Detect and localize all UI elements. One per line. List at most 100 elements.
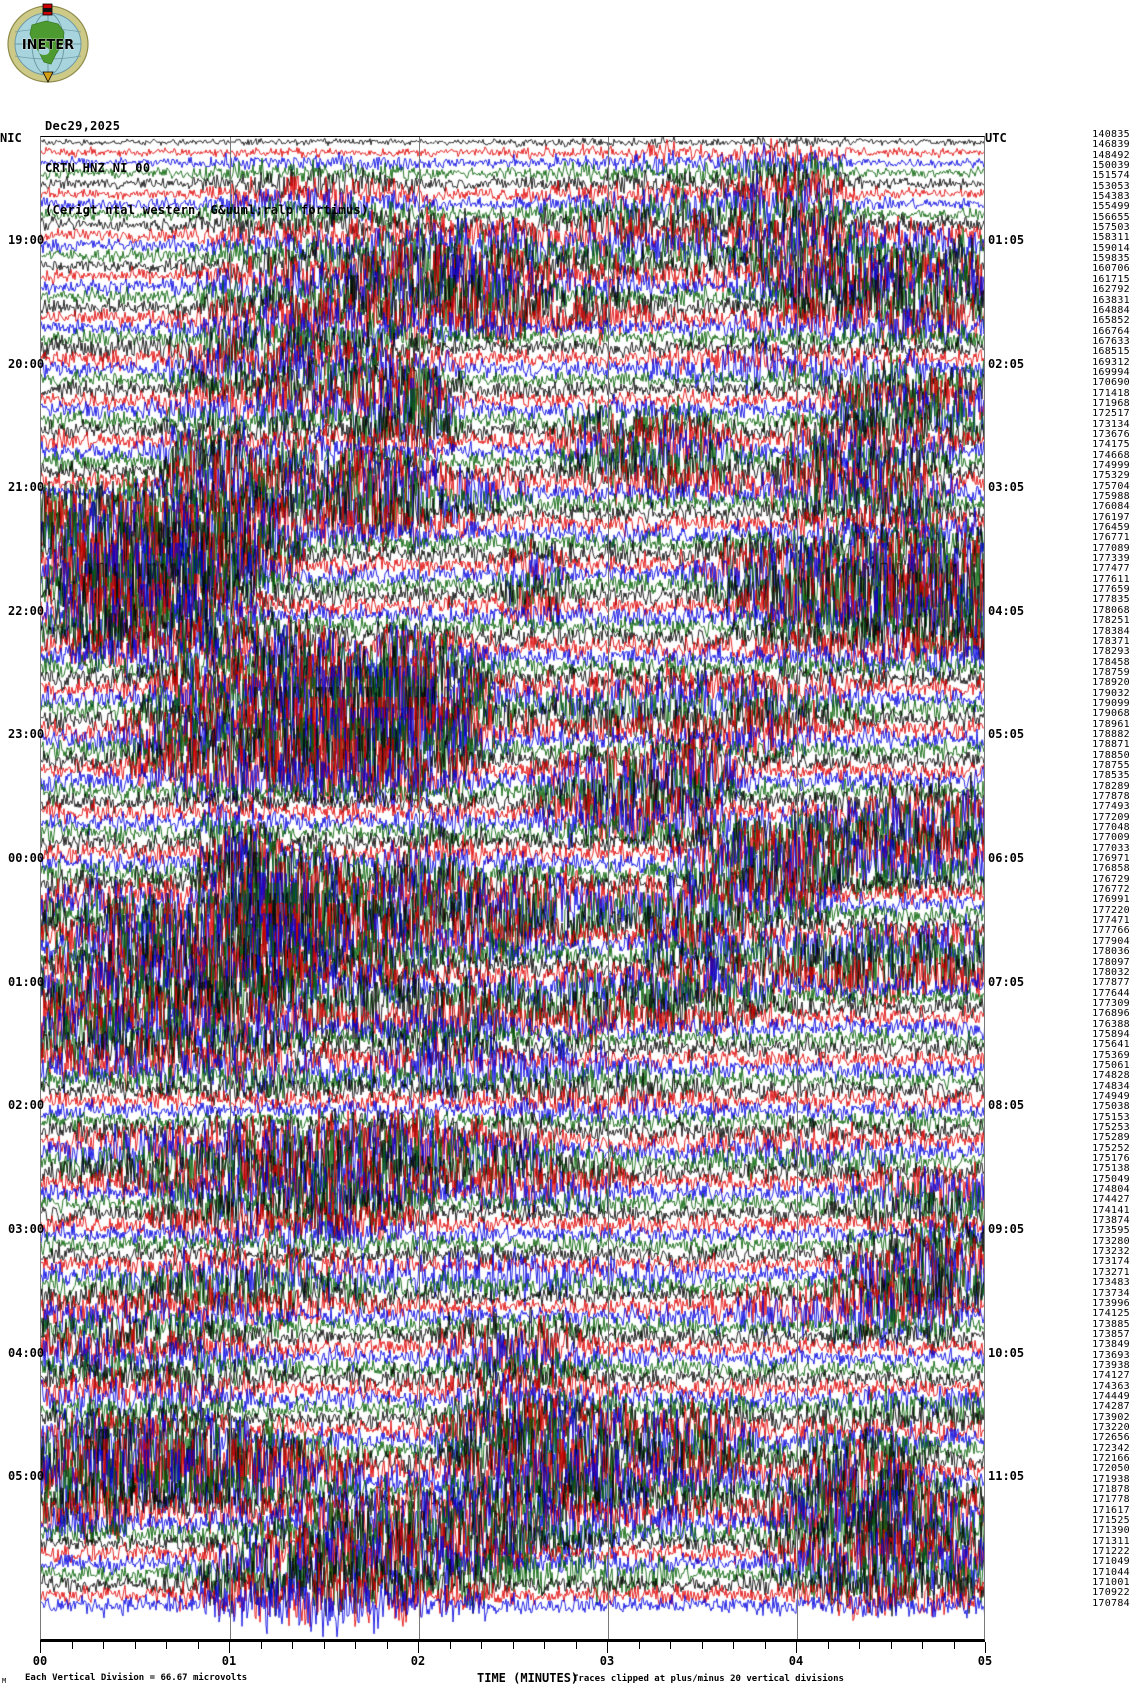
left-hour-label: 05:00 [8, 1469, 45, 1484]
trace-amplitude-value: 176771 [1092, 532, 1130, 544]
trace-amplitude-value: 165852 [1092, 315, 1130, 327]
trace-amplitude-value: 155499 [1092, 201, 1130, 213]
trace-amplitude-value: 157503 [1092, 222, 1130, 234]
trace-amplitude-value: 172517 [1092, 408, 1130, 420]
trace-amplitude-value: 177009 [1092, 832, 1130, 844]
trace-amplitude-value: 178759 [1092, 666, 1130, 678]
trace-amplitude-value: 173874 [1092, 1215, 1130, 1227]
trace-amplitude-value: 174449 [1092, 1390, 1130, 1402]
trace-amplitude-value: 174141 [1092, 1204, 1130, 1216]
x-axis-minor-tick [891, 1642, 892, 1649]
left-hour-label: 23:00 [8, 727, 45, 742]
left-hour-label: 01:00 [8, 974, 45, 989]
trace-amplitude-value: 178755 [1092, 759, 1130, 771]
trace-amplitude-value: 173483 [1092, 1277, 1130, 1289]
left-hour-label: 20:00 [8, 356, 45, 371]
trace-amplitude-value: 174175 [1092, 439, 1130, 451]
trace-amplitude-value: 174127 [1092, 1370, 1130, 1382]
right-hour-label: 03:05 [988, 480, 1025, 495]
trace-amplitude-value: 174834 [1092, 1080, 1130, 1092]
x-axis-minor-tick [292, 1642, 293, 1649]
x-axis-minor-tick [828, 1642, 829, 1649]
x-axis-tick-label: 03 [599, 1654, 615, 1668]
trace-amplitude-value: 150039 [1092, 160, 1130, 172]
ineter-logo-text: INETER [22, 38, 74, 53]
ineter-logo: INETER [6, 2, 90, 86]
x-axis-minor-tick [481, 1642, 482, 1649]
trace-amplitude-value: 171418 [1092, 387, 1130, 399]
trace-amplitude-value: 172656 [1092, 1432, 1130, 1444]
trace-amplitude-value: 160706 [1092, 263, 1130, 275]
trace-amplitude-value: 178871 [1092, 739, 1130, 751]
trace-amplitude-value: 170690 [1092, 377, 1130, 389]
trace-amplitude-value: 171311 [1092, 1535, 1130, 1547]
trace-amplitude-value: 174287 [1092, 1401, 1130, 1413]
helicorder-plot [40, 136, 1045, 1640]
trace-amplitude-value: 178289 [1092, 780, 1130, 792]
trace-amplitude-value: 177493 [1092, 801, 1130, 813]
x-axis-line [40, 1640, 985, 1642]
x-axis-minor-tick [450, 1642, 451, 1649]
trace-amplitude-value: 175894 [1092, 1028, 1130, 1040]
trace-amplitude-value: 171778 [1092, 1494, 1130, 1506]
trace-amplitude-value: 178097 [1092, 956, 1130, 968]
trace-amplitude-value: 156655 [1092, 211, 1130, 223]
right-hour-label: 07:05 [988, 974, 1025, 989]
trace-amplitude-value: 171938 [1092, 1473, 1130, 1485]
trace-amplitude-value: 174363 [1092, 1380, 1130, 1392]
trace-amplitude-value: 175138 [1092, 1163, 1130, 1175]
trace-amplitude-value: 178068 [1092, 604, 1130, 616]
trace-amplitude-value: 171525 [1092, 1515, 1130, 1527]
trace-amplitude-value: 176729 [1092, 873, 1130, 885]
trace-amplitude-value: 158311 [1092, 232, 1130, 244]
trace-amplitude-value: 177220 [1092, 904, 1130, 916]
trace-amplitude-value: 173849 [1092, 1339, 1130, 1351]
trace-amplitude-value: 177835 [1092, 594, 1130, 606]
x-axis-minor-tick [387, 1642, 388, 1649]
right-hour-label: 10:05 [988, 1345, 1025, 1360]
trace-amplitude-value: 161715 [1092, 273, 1130, 285]
trace-amplitude-value: 175061 [1092, 1059, 1130, 1071]
x-axis-minor-tick [922, 1642, 923, 1649]
trace-amplitude-value: 163831 [1092, 294, 1130, 306]
trace-amplitude-value: 178036 [1092, 946, 1130, 958]
right-hour-label: 04:05 [988, 603, 1025, 618]
trace-amplitude-value: 179068 [1092, 708, 1130, 720]
x-axis-major-tick [229, 1642, 230, 1653]
trace-amplitude-value: 175289 [1092, 1132, 1130, 1144]
trace-amplitude-value: 175369 [1092, 1049, 1130, 1061]
trace-amplitude-value: 179099 [1092, 697, 1130, 709]
x-axis-minor-tick [859, 1642, 860, 1649]
trace-amplitude-value: 176197 [1092, 511, 1130, 523]
trace-amplitude-value: 175049 [1092, 1173, 1130, 1185]
x-axis-minor-tick [576, 1642, 577, 1649]
trace-amplitude-value: 176459 [1092, 522, 1130, 534]
trace-amplitude-value: 177477 [1092, 563, 1130, 575]
trace-amplitude-value: 166764 [1092, 325, 1130, 337]
trace-amplitude-value: 173220 [1092, 1421, 1130, 1433]
trace-amplitude-value: 177209 [1092, 811, 1130, 823]
x-axis [40, 1640, 986, 1653]
trace-amplitude-value: 177904 [1092, 935, 1130, 947]
trace-amplitude-value: 173280 [1092, 1235, 1130, 1247]
x-axis-major-tick [40, 1642, 41, 1653]
helicorder-plot-area [40, 136, 985, 1640]
x-axis-minor-tick [324, 1642, 325, 1649]
x-axis-minor-tick [135, 1642, 136, 1649]
left-hour-label: 22:00 [8, 603, 45, 618]
trace-amplitude-value: 172342 [1092, 1442, 1130, 1454]
right-hour-label: 11:05 [988, 1469, 1025, 1484]
trace-amplitude-value: 176991 [1092, 894, 1130, 906]
x-axis-minor-tick [954, 1642, 955, 1649]
x-axis-minor-tick [198, 1642, 199, 1649]
trace-amplitude-value: 154383 [1092, 191, 1130, 203]
trace-amplitude-value: 177471 [1092, 915, 1130, 927]
trace-amplitude-value: 164884 [1092, 304, 1130, 316]
trace-amplitude-value: 178850 [1092, 749, 1130, 761]
trace-amplitude-value: 174804 [1092, 1184, 1130, 1196]
trace-amplitude-value: 173938 [1092, 1359, 1130, 1371]
left-hour-label: 19:00 [8, 233, 45, 247]
trace-amplitude-value: 173232 [1092, 1246, 1130, 1258]
left-hour-label: 00:00 [8, 851, 45, 866]
trace-amplitude-value: 177644 [1092, 987, 1130, 999]
